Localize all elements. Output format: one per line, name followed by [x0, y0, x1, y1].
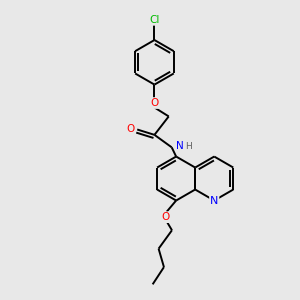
Text: N: N	[210, 196, 218, 206]
Text: O: O	[150, 98, 159, 108]
Text: H: H	[185, 142, 192, 151]
Text: O: O	[127, 124, 135, 134]
Text: Cl: Cl	[149, 15, 160, 25]
Text: O: O	[161, 212, 169, 222]
Text: N: N	[176, 141, 184, 151]
